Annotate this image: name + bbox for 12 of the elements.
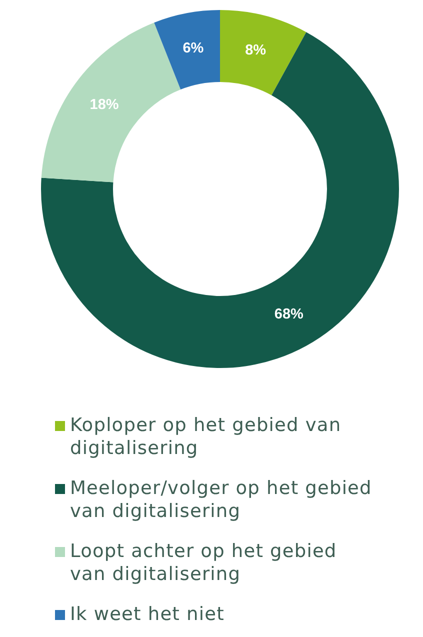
data-label: 18% bbox=[90, 96, 119, 113]
donut-slice bbox=[41, 32, 399, 368]
donut-slice bbox=[220, 10, 306, 96]
data-label: 6% bbox=[182, 40, 204, 57]
legend-label: Loopt achter op het gebied van digitalisering bbox=[70, 540, 338, 586]
legend-label: Ik weet het niet bbox=[70, 603, 224, 626]
donut-slice bbox=[41, 22, 181, 182]
legend-label: Meeloper/volger op het gebied van digitalisering bbox=[70, 477, 373, 523]
legend-label: Koploper op het gebied van digitalisering bbox=[70, 414, 342, 460]
data-label: 8% bbox=[245, 42, 266, 58]
donut-slice bbox=[154, 10, 220, 90]
data-label: 68% bbox=[274, 306, 304, 322]
